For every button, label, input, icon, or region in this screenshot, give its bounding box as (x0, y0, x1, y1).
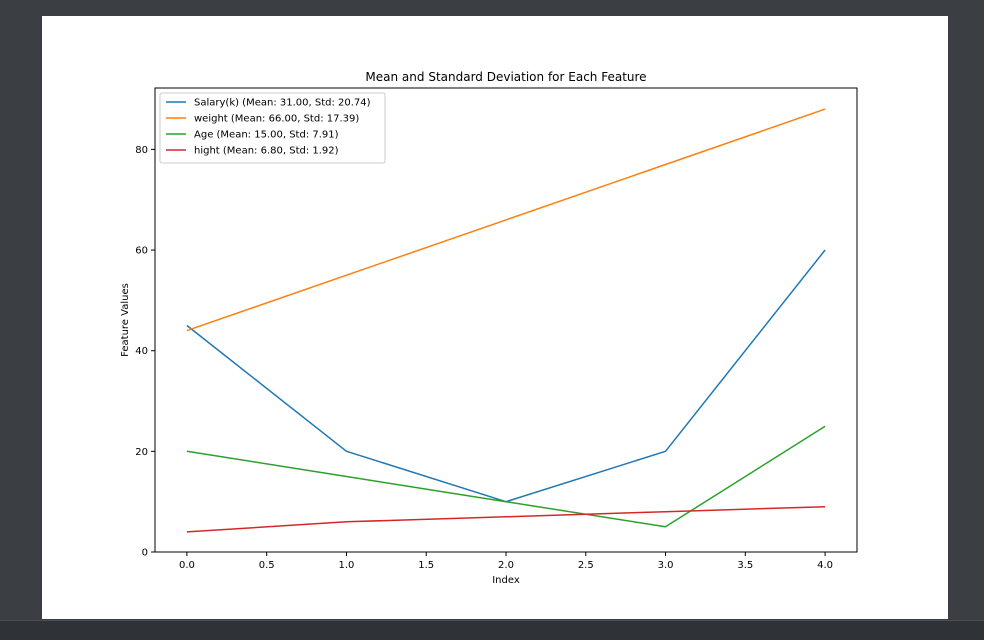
y-tick-label: 40 (135, 346, 148, 357)
y-tick-label: 80 (135, 145, 148, 156)
series-layer (186, 108, 826, 533)
x-tick-label: 3.0 (658, 560, 674, 571)
x-tick-label: 2.0 (498, 560, 514, 571)
y-tick-label: 60 (135, 246, 148, 257)
x-tick-label: 0.5 (259, 560, 275, 571)
legend-box (159, 92, 386, 164)
x-tick-label: 2.5 (578, 560, 594, 571)
series-line-2 (186, 425, 826, 528)
legend-label-0: Salary(k) (Mean: 31.00, Std: 20.74) (194, 98, 371, 109)
line-chart: 0.0 0.5 1.0 1.5 2.0 2.5 3.0 3.5 4.0 0 20 40 60 80 Me… (120, 70, 858, 586)
x-tick-label: 4.0 (817, 560, 833, 571)
chart-figure: 0.0 0.5 1.0 1.5 2.0 2.5 3.0 3.5 4.0 0 20 40 60 80 Me… (42, 16, 948, 619)
x-tick-label: 0.0 (179, 560, 195, 571)
x-tick-label: 1.5 (418, 560, 434, 571)
legend-label-3: hight (Mean: 6.80, Std: 1.92) (194, 146, 339, 157)
y-axis-title: Feature Values (120, 283, 131, 357)
x-axis-title: Index (492, 575, 520, 586)
legend-label-1: weight (Mean: 66.00, Std: 17.39) (194, 114, 359, 125)
series-line-0 (186, 249, 826, 503)
y-axis: 0 20 40 60 80 (135, 145, 155, 559)
legend: Salary(k) (Mean: 31.00, Std: 20.74) weigh… (159, 92, 386, 164)
y-tick-label: 20 (135, 447, 148, 458)
x-axis: 0.0 0.5 1.0 1.5 2.0 2.5 3.0 3.5 4.0 (179, 552, 833, 571)
x-tick-label: 1.0 (339, 560, 355, 571)
legend-label-2: Age (Mean: 15.00, Std: 7.91) (194, 130, 339, 141)
viewer-bottom-bar (0, 620, 984, 640)
x-tick-label: 3.5 (737, 560, 753, 571)
y-tick-label: 0 (142, 548, 148, 559)
series-line-1 (186, 108, 826, 332)
chart-title: Mean and Standard Deviation for Each Fea… (365, 70, 646, 84)
series-line-3 (186, 505, 826, 533)
